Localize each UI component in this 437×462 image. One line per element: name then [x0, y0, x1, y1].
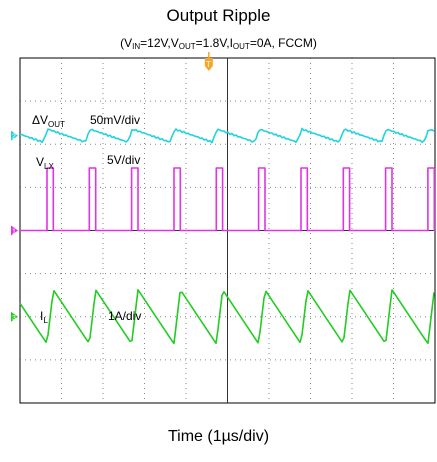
trace-label-subscript: L: [43, 316, 48, 325]
trace-label-subscript: OUT: [48, 120, 65, 129]
channel-marker-vlx: [11, 225, 18, 236]
x-axis-label: Time (1µs/div): [167, 428, 270, 445]
trigger-marker-icon: [204, 58, 213, 71]
trace-label-main: I: [40, 309, 43, 323]
trace-scale-il: 1A/div: [108, 309, 141, 323]
trace-label-il: IL: [40, 309, 48, 325]
trace-label-main: ΔV: [32, 113, 48, 127]
channel-marker-vout: [11, 130, 18, 141]
trace-scale-vlx: 5V/div: [107, 153, 140, 167]
channel-number-vout: 2: [12, 134, 16, 141]
trace-label-subscript: LX: [44, 162, 54, 171]
trace-scale-vout: 50mV/div: [90, 113, 140, 127]
subtitle-text: =12V,V: [140, 36, 179, 50]
subtitle-text: =0A, FCCM): [249, 36, 317, 50]
trace-vlx: [20, 167, 436, 232]
trace-label-vlx: VLX: [36, 155, 54, 171]
subtitle-subscript: OUT: [232, 42, 250, 51]
subtitle-text: =1.8V,I: [195, 36, 233, 50]
trigger-label: T: [206, 60, 211, 69]
channel-marker-il: [11, 311, 18, 322]
subtitle-text: (V: [120, 36, 133, 50]
subtitle-subscript: IN: [132, 42, 141, 51]
chart-title: Output Ripple: [166, 6, 271, 25]
chart-subtitle: (VIN=12V,VOUT=1.8V,IOUT=0A, FCCM): [0, 36, 437, 51]
channel-number-il: 3: [12, 315, 16, 322]
trace-label-main: V: [36, 155, 44, 169]
trace-label-vout: ΔVOUT: [32, 113, 65, 129]
channel-number-vlx: 1: [12, 229, 16, 236]
trace-il: [19, 289, 435, 345]
subtitle-subscript: OUT: [178, 42, 196, 51]
trace-vout: [20, 127, 435, 144]
